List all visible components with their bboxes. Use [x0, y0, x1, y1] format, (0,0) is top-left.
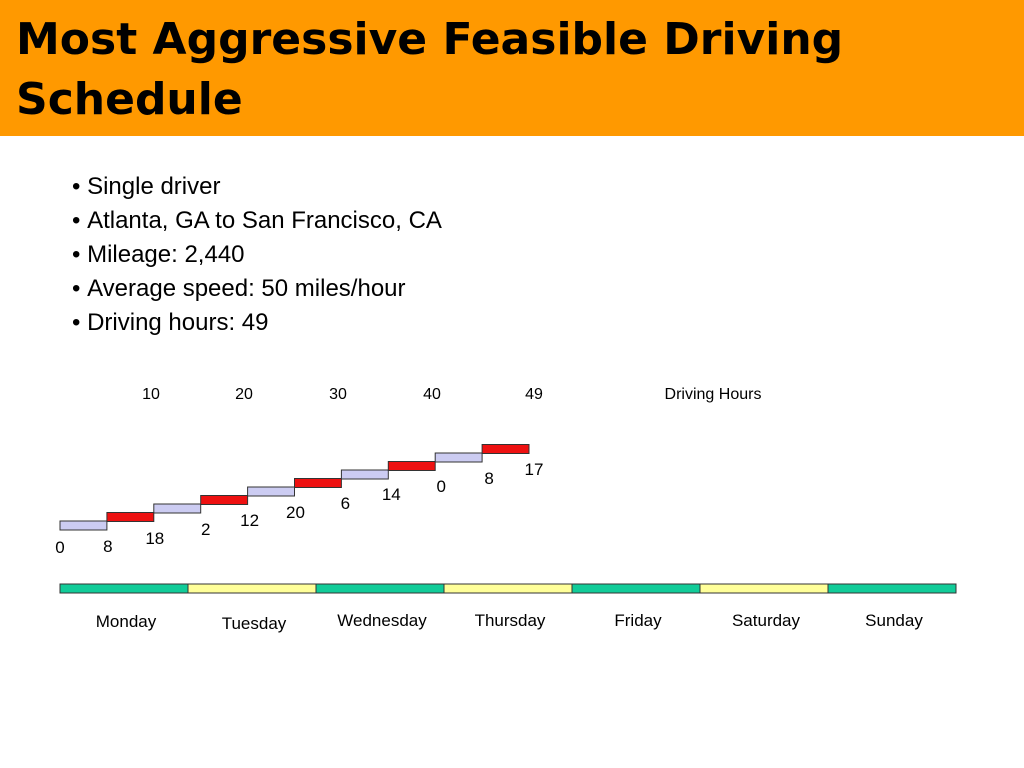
bullet-item: Average speed: 50 miles/hour	[72, 272, 442, 306]
rest-segment	[247, 486, 296, 497]
bullet-list: Single driver Atlanta, GA to San Francis…	[72, 170, 442, 340]
hour-tick-label: 10	[142, 386, 160, 403]
day-bar	[443, 583, 573, 594]
slide-title: Most Aggressive Feasible Driving Schedul…	[16, 14, 844, 125]
day-bar	[827, 583, 957, 594]
day-label: Tuesday	[222, 614, 287, 633]
segment-start-label: 12	[240, 511, 259, 530]
bullet-item: Driving hours: 49	[72, 306, 442, 340]
segment-start-label: 18	[145, 529, 164, 548]
driving-segment	[106, 512, 155, 522]
segment-start-label: 6	[341, 494, 350, 513]
driving-segment	[294, 478, 342, 488]
bullet-item: Atlanta, GA to San Francisco, CA	[72, 204, 442, 238]
day-bar	[315, 583, 445, 594]
driving-segment	[387, 461, 436, 471]
driving-segment	[200, 495, 249, 505]
segment-start-label: 14	[382, 485, 401, 504]
day-bar	[699, 583, 829, 594]
segment-end-label: 17	[525, 460, 544, 479]
hour-tick-label: 49	[525, 386, 543, 403]
week-timeline: Monday Tuesday Wednesday Thursday Friday Satu…	[59, 583, 957, 633]
segment-start-label: 20	[286, 503, 305, 522]
schedule-steps: 0 8 18 2 12 20 6 14 0 8 17	[55, 444, 544, 557]
day-bar	[59, 583, 189, 594]
day-bar	[187, 583, 317, 594]
rest-segment	[153, 503, 202, 514]
day-label: Sunday	[865, 611, 923, 630]
hour-tick-label: 20	[235, 386, 253, 403]
segment-start-label: 8	[484, 469, 493, 488]
bullet-item: Single driver	[72, 170, 442, 204]
segment-start-label: 0	[436, 477, 445, 496]
hour-tick-label: 30	[329, 386, 347, 403]
rest-segment	[340, 469, 389, 480]
day-label: Saturday	[732, 611, 801, 630]
day-label: Thursday	[475, 611, 546, 630]
day-label: Friday	[614, 611, 662, 630]
driving-schedule-diagram: 10 20 30 40 49 Driving Hours 0 8 18 2 12 20 6 1…	[55, 386, 957, 633]
driving-hours-label: Driving Hours	[665, 386, 762, 403]
driving-segment	[481, 444, 530, 454]
segment-start-label: 2	[201, 520, 210, 539]
title-bar: Most Aggressive Feasible Driving Schedul…	[0, 0, 1024, 136]
day-bar	[571, 583, 701, 594]
segment-start-label: 0	[55, 538, 64, 557]
hour-tick-label: 40	[423, 386, 441, 403]
rest-segment	[59, 520, 108, 531]
day-label: Monday	[96, 612, 157, 631]
rest-segment	[434, 452, 483, 463]
segment-start-label: 8	[103, 537, 112, 556]
day-label: Wednesday	[337, 611, 427, 630]
bullet-item: Mileage: 2,440	[72, 238, 442, 272]
